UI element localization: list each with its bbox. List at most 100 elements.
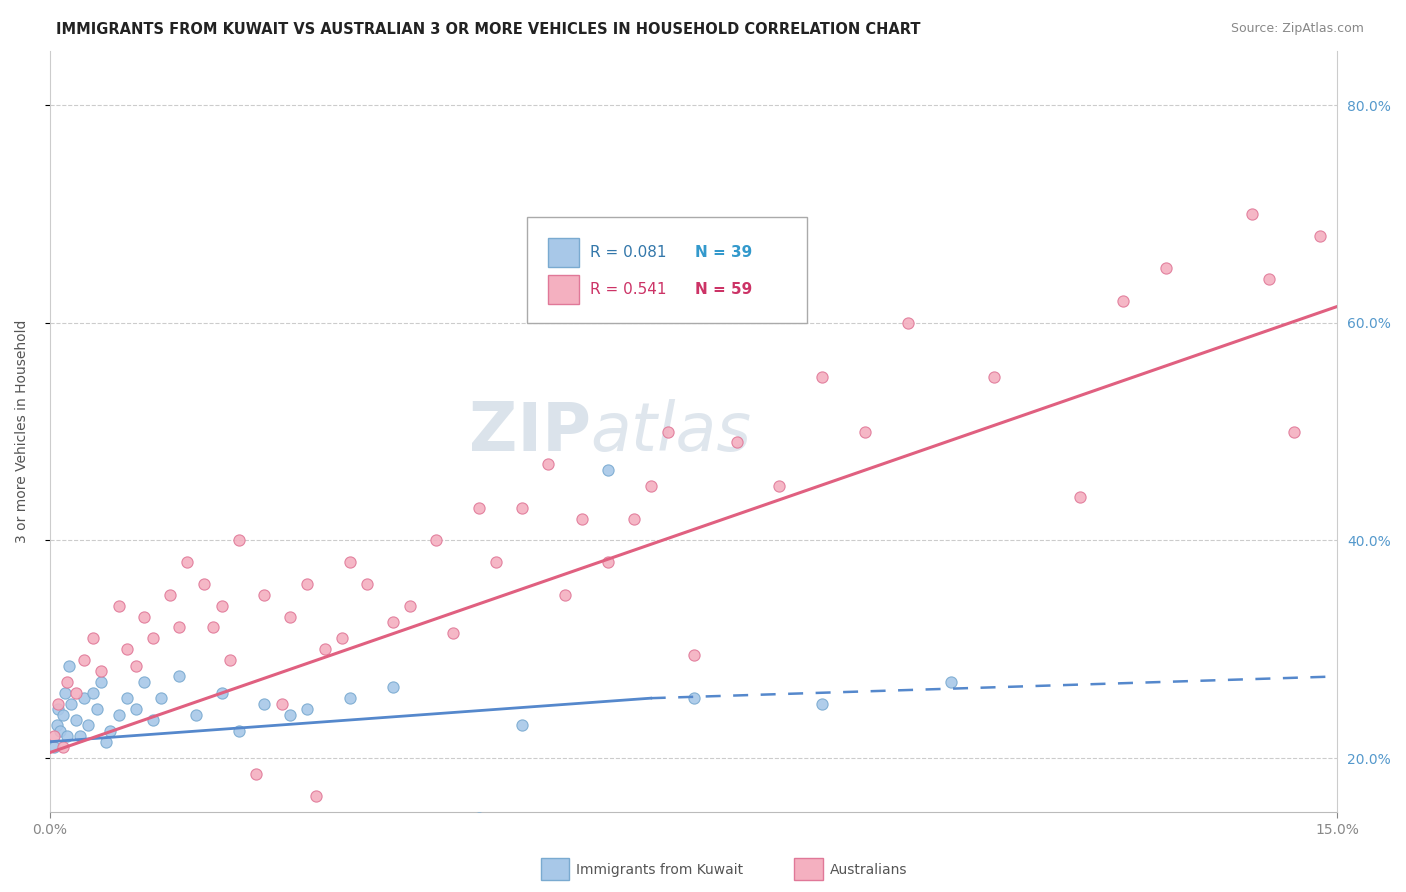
Text: R = 0.081: R = 0.081 (591, 245, 676, 260)
Point (278, 707, 301, 722)
Point (510, 718, 533, 732)
Point (115, 691, 138, 706)
Point (56, 729, 79, 743)
Point (90, 674, 112, 689)
Point (425, 533, 447, 548)
Point (510, 500, 533, 515)
Text: Source: ZipAtlas.com: Source: ZipAtlas.com (1230, 22, 1364, 36)
Point (1069, 490, 1091, 504)
Text: N = 39: N = 39 (696, 245, 752, 260)
Point (1309, 228, 1331, 243)
Point (42, 740, 65, 755)
Point (56, 674, 79, 689)
Point (82, 632, 104, 646)
Point (811, 370, 834, 384)
Point (811, 697, 834, 711)
Point (134, 609, 156, 624)
Point (682, 691, 704, 706)
Point (537, 457, 560, 471)
Point (107, 707, 129, 722)
Y-axis label: 3 or more Vehicles in Household: 3 or more Vehicles in Household (15, 320, 30, 543)
Point (52, 740, 75, 755)
Point (596, 463, 619, 477)
Point (339, 691, 361, 706)
Point (725, 435, 748, 450)
Text: R = 0.541: R = 0.541 (591, 282, 676, 297)
Point (278, 609, 301, 624)
Point (657, 425, 679, 439)
Point (193, 577, 215, 591)
Point (42, 729, 65, 743)
Point (983, 370, 1005, 384)
Point (98, 723, 121, 738)
Point (86, 702, 108, 716)
Point (134, 674, 156, 689)
Point (297, 577, 319, 591)
Point (596, 555, 619, 569)
Point (77, 718, 100, 732)
Point (201, 620, 224, 634)
Point (270, 697, 292, 711)
Point (356, 577, 378, 591)
Point (73, 653, 96, 667)
Point (107, 599, 129, 613)
Point (485, 555, 508, 569)
Point (48, 697, 70, 711)
Point (245, 767, 267, 781)
Point (82, 686, 104, 700)
Point (314, 642, 336, 657)
Point (939, 674, 962, 689)
Point (167, 669, 190, 683)
Point (115, 642, 138, 657)
Text: ZIP: ZIP (468, 399, 591, 465)
Point (219, 653, 242, 667)
Point (150, 691, 173, 706)
Point (48, 702, 70, 716)
Point (1112, 293, 1135, 308)
Point (142, 632, 165, 646)
Point (45, 718, 67, 732)
Point (159, 588, 181, 602)
Point (468, 811, 491, 825)
Point (1154, 261, 1177, 276)
Point (228, 723, 250, 738)
Text: Immigrants from Kuwait: Immigrants from Kuwait (576, 863, 744, 877)
Point (53, 686, 76, 700)
Point (399, 599, 422, 613)
Point (253, 588, 276, 602)
Point (94, 735, 117, 749)
Point (49, 723, 72, 738)
Point (58, 658, 80, 673)
Point (73, 691, 96, 706)
Point (228, 533, 250, 548)
Point (211, 599, 233, 613)
Point (468, 500, 491, 515)
Point (1240, 207, 1263, 221)
Point (167, 620, 190, 634)
Point (339, 555, 361, 569)
Point (382, 615, 405, 629)
Point (69, 729, 91, 743)
Point (297, 702, 319, 716)
Point (853, 425, 876, 439)
Point (124, 658, 146, 673)
Text: atlas: atlas (591, 399, 752, 465)
Point (554, 588, 576, 602)
Point (623, 511, 645, 525)
Point (682, 648, 704, 662)
Text: IMMIGRANTS FROM KUWAIT VS AUSTRALIAN 3 OR MORE VEHICLES IN HOUSEHOLD CORRELATION: IMMIGRANTS FROM KUWAIT VS AUSTRALIAN 3 O… (56, 22, 921, 37)
Point (90, 664, 112, 678)
Point (184, 707, 207, 722)
Point (768, 479, 790, 493)
Text: Australians: Australians (830, 863, 907, 877)
Point (65, 686, 87, 700)
Point (1257, 272, 1279, 286)
Point (52, 707, 75, 722)
Point (640, 479, 662, 493)
Point (211, 686, 233, 700)
Point (305, 789, 328, 804)
Point (441, 626, 464, 640)
Text: N = 59: N = 59 (696, 282, 752, 297)
Point (176, 555, 198, 569)
Point (142, 713, 165, 727)
